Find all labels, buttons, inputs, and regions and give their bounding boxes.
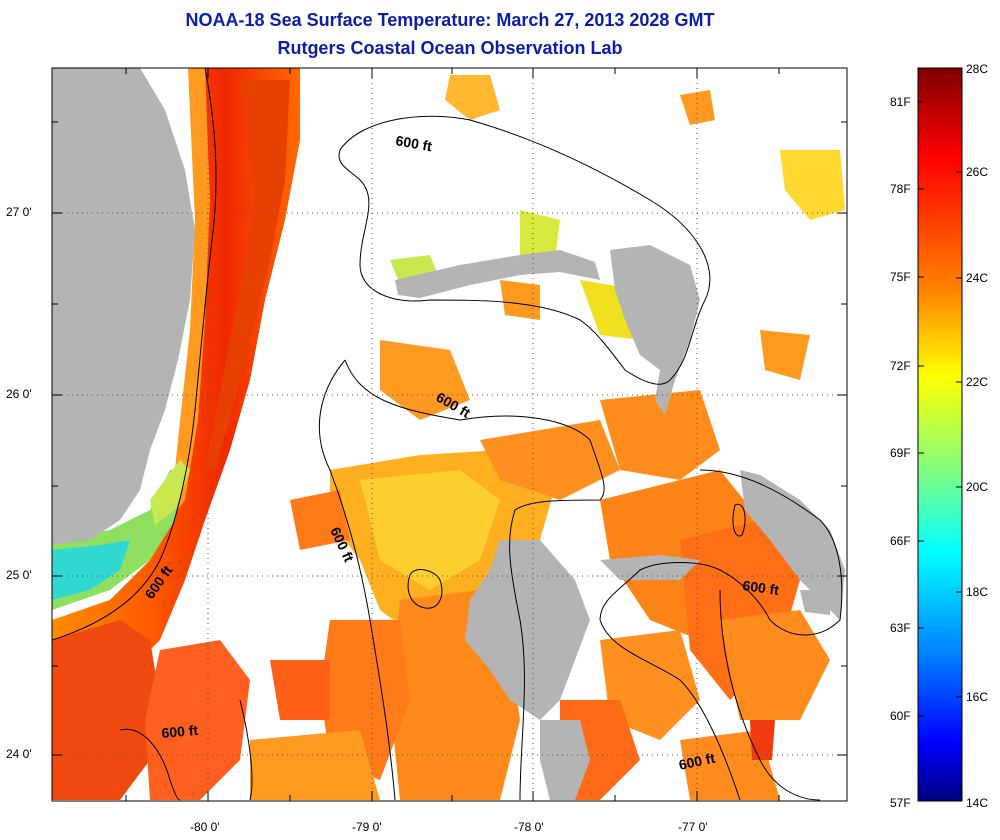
gulf-stream-band [52,68,300,700]
cb-c-18: 18C [966,585,989,599]
cb-c-20: 20C [966,480,989,494]
cb-f-57: 57F [890,796,911,810]
cb-c-16: 16C [966,690,989,704]
lat-label-25: 25 0' [6,568,32,582]
contour-label-1: 600 ft [394,132,433,154]
cb-f-60: 60F [890,709,911,723]
florida-land [52,68,195,545]
contour-label-6: 600 ft [161,722,199,741]
cb-f-75: 75F [890,270,911,284]
land-layer [52,68,845,800]
cb-c-26: 26C [966,165,989,179]
lon-label-79: -79 0' [352,820,382,834]
lat-label-27: 27 0' [6,205,32,219]
cb-f-63: 63F [890,621,911,635]
lon-label-80: -80 0' [190,820,220,834]
cb-c-22: 22C [966,375,989,389]
cb-c-28: 28C [966,62,989,76]
tick-marks [52,68,847,801]
lon-label-78: -78 0' [514,820,544,834]
map-subtitle: Rutgers Coastal Ocean Observation Lab [277,38,623,58]
contour-label-7: 600 ft [677,750,716,773]
isobath-contours [52,68,843,801]
lat-label-24: 24 0' [6,747,32,761]
graticule [52,68,847,801]
great-bahama-bank-contour [344,359,605,801]
little-bahama-bank-contour [338,115,711,385]
map-frame [51,67,848,802]
florida-shelf-contour [52,68,217,641]
map-title: NOAA-18 Sea Surface Temperature: March 2… [185,10,715,30]
grand-bahama-land [395,250,600,298]
andros-land [465,540,590,720]
cb-f-72: 72F [890,359,911,373]
eleuthera-land [740,470,845,620]
cb-f-69: 69F [890,446,911,460]
cb-c-24: 24C [966,271,989,285]
colorbar [917,67,963,802]
cb-f-81: 81F [890,95,911,109]
abaco-land [610,245,700,415]
cb-f-78: 78F [890,182,911,196]
lat-label-26: 26 0' [6,387,32,401]
cb-c-14: 14C [966,796,989,810]
contour-label-5: 600 ft [742,577,781,598]
cb-f-66: 66F [890,534,911,548]
colorbar-gradient [917,67,963,802]
lon-label-77: -77 0' [678,820,708,834]
